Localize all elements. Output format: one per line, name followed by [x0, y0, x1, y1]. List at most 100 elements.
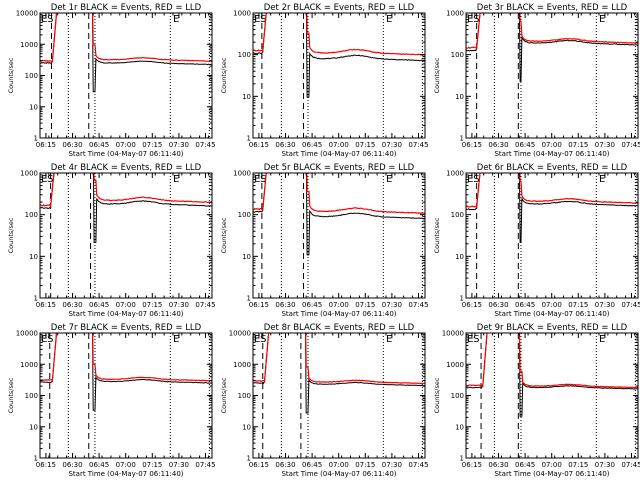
x-tick-label: 07:45 [408, 301, 428, 309]
panel-title: Det 2r BLACK = Events, RED = LLD [264, 3, 415, 13]
series-events-line [466, 333, 638, 417]
x-tick-label: 07:00 [329, 301, 349, 309]
x-tick-label: 07:00 [329, 141, 349, 149]
x-tick-label: 07:30 [169, 301, 189, 309]
x-tick-label: 06:30 [275, 461, 295, 469]
y-tick-label: 10000 [442, 330, 464, 338]
x-tick-label: 06:15 [462, 461, 482, 469]
segment-letter: E [254, 334, 260, 345]
segment-letter: S [47, 174, 53, 185]
x-axis-label: Start Time (04-May-07 06:11:40) [68, 150, 183, 158]
x-tick-label: 07:15 [355, 461, 375, 469]
y-axis-label: Counts/sec [220, 57, 228, 93]
x-tick-label: 06:30 [488, 301, 508, 309]
panel-title: Det 4r BLACK = Events, RED = LLD [51, 163, 202, 173]
y-tick-label: 100 [238, 211, 251, 219]
x-tick-label: 07:15 [568, 301, 588, 309]
y-tick-label: 10 [29, 103, 38, 111]
x-tick-label: 06:15 [249, 141, 269, 149]
segment-letter: E [467, 14, 473, 25]
y-tick-label: 1000 [446, 170, 464, 178]
x-tick-label: 07:45 [408, 141, 428, 149]
y-tick-label: 1000 [446, 10, 464, 18]
segment-letter: S [260, 334, 266, 345]
x-tick-label: 07:45 [621, 141, 640, 149]
series-events-line [40, 13, 212, 93]
x-tick-label: 06:15 [249, 301, 269, 309]
series-events-line [466, 173, 638, 243]
y-tick-label: 1000 [233, 361, 251, 369]
y-tick-label: 1 [247, 295, 251, 303]
x-tick-label: 07:30 [169, 141, 189, 149]
x-tick-label: 07:30 [595, 141, 615, 149]
segment-letter: E [386, 334, 392, 345]
y-tick-label: 1 [247, 135, 251, 143]
y-axis-label: Counts/sec [433, 57, 441, 93]
x-tick-label: 07:30 [595, 461, 615, 469]
x-tick-label: 07:45 [408, 461, 428, 469]
x-tick-label: 07:15 [355, 301, 375, 309]
series-events-line [40, 173, 212, 243]
segment-letter: S [260, 174, 266, 185]
panel-title: Det 1r BLACK = Events, RED = LLD [51, 3, 202, 13]
x-tick-label: 06:15 [36, 301, 56, 309]
series-lld-line [253, 333, 425, 385]
x-tick-label: 07:15 [142, 141, 162, 149]
x-tick-label: 07:00 [116, 461, 136, 469]
panel-title: Det 3r BLACK = Events, RED = LLD [477, 3, 628, 13]
plot-frame [252, 12, 426, 139]
x-tick-label: 06:45 [515, 301, 535, 309]
y-tick-label: 10000 [16, 330, 38, 338]
x-axis-label: Start Time (04-May-07 06:11:40) [68, 310, 183, 318]
y-tick-label: 10000 [16, 10, 38, 18]
y-axis-label: Counts/sec [7, 217, 15, 253]
y-tick-label: 100 [238, 51, 251, 59]
x-tick-label: 06:45 [89, 301, 109, 309]
x-axis-label: Start Time (04-May-07 06:11:40) [281, 470, 396, 478]
series-lld-line [466, 173, 638, 209]
series-lld-line [253, 13, 425, 56]
plot-frame [39, 332, 213, 459]
x-tick-label: 06:30 [488, 461, 508, 469]
x-tick-label: 06:30 [62, 461, 82, 469]
segment-letter: E [599, 174, 605, 185]
y-tick-label: 100 [451, 51, 464, 59]
y-tick-label: 1 [34, 295, 38, 303]
x-tick-label: 06:15 [36, 461, 56, 469]
plot-frame [465, 332, 639, 459]
segment-letter: E [254, 174, 260, 185]
y-tick-label: 100 [25, 392, 38, 400]
y-tick-label: 10 [29, 253, 38, 261]
series-events-line [466, 13, 638, 82]
plot-frame [252, 172, 426, 299]
x-tick-label: 06:30 [275, 141, 295, 149]
panel-title: Det 8r BLACK = Events, RED = LLD [264, 323, 415, 333]
y-tick-label: 1000 [20, 170, 38, 178]
segment-letter: S [473, 174, 479, 185]
x-tick-label: 06:30 [62, 141, 82, 149]
segment-letter: E [599, 14, 605, 25]
y-tick-label: 100 [25, 72, 38, 80]
segment-letter: E [173, 334, 179, 345]
segment-letter: E [386, 174, 392, 185]
x-tick-label: 07:45 [621, 461, 640, 469]
x-tick-label: 07:00 [542, 141, 562, 149]
y-tick-label: 10 [455, 423, 464, 431]
x-tick-label: 06:15 [249, 461, 269, 469]
y-tick-label: 100 [25, 211, 38, 219]
segment-letter: S [473, 14, 479, 25]
x-tick-label: 06:45 [302, 141, 322, 149]
y-tick-label: 100 [451, 392, 464, 400]
x-tick-label: 07:00 [542, 301, 562, 309]
segment-letter: E [467, 174, 473, 185]
series-lld-line [466, 333, 638, 389]
